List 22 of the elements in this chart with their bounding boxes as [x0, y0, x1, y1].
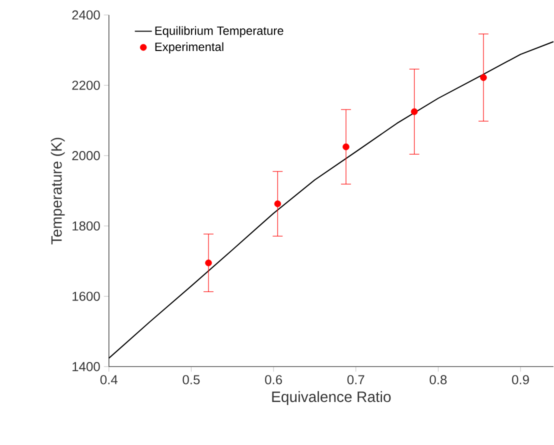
point [274, 200, 282, 208]
x-tick-label: 0.5 [182, 375, 200, 385]
x-tick-label: 0.8 [430, 375, 447, 385]
y-tick-label: 1600 [72, 292, 100, 302]
point [205, 260, 212, 266]
legend-label: Experimental [155, 42, 224, 54]
point [342, 144, 350, 150]
x-tick-label: 0.4 [100, 375, 118, 385]
legend-label: Equilibrium Temperature [155, 26, 284, 38]
y-tick-label: 1800 [72, 222, 100, 231]
point [410, 108, 418, 116]
y-tick-label: 2000 [72, 151, 100, 160]
y-tick-label: 2200 [72, 80, 100, 90]
line-series [108, 41, 554, 359]
point [480, 74, 487, 82]
y-tick-label: 1400 [72, 362, 100, 372]
x-tick-label: 0.7 [347, 375, 364, 385]
x-axis-title: Equivalence Ratio [272, 391, 391, 406]
x-tick-label: 0.6 [265, 375, 282, 385]
y-axis-title: Temperature (K) [50, 138, 65, 245]
y-tick-label: 2400 [72, 10, 100, 20]
x-tick-label: 0.9 [512, 375, 529, 385]
